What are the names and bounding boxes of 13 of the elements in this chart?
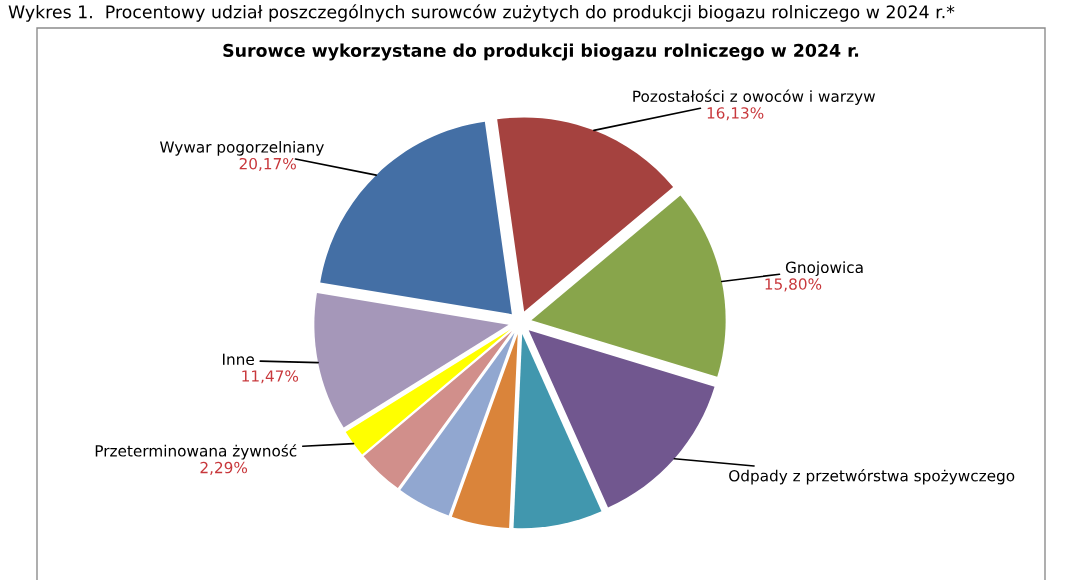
slice-label: Przeterminowana żywność: [95, 444, 297, 460]
chart-subtitle: Surowce wykorzystane do produkcji biogazu rolniczego w 2024 r.: [223, 43, 859, 61]
slice-label: Pozostałości z owoców i warzyw: [633, 89, 875, 105]
slice-label: Wywar pogorzelniany: [159, 140, 324, 156]
data-label: 15,80%: [765, 278, 822, 292]
slice-label: Gnojowica: [785, 261, 863, 277]
data-label: 11,47%: [242, 370, 299, 384]
slice-label: Odpady z przetwórstwa spożywczego: [729, 469, 1015, 485]
chart-title: Wykres 1. Procentowy udział poszczególnych surowców zużytych do produkcji biogazu rolniczego w 2024 r.*: [8, 4, 955, 22]
data-label: 2,29%: [200, 461, 248, 475]
data-label: 16,13%: [707, 107, 764, 121]
slice-label: Inne: [222, 353, 254, 366]
data-label: 20,17%: [239, 157, 296, 172]
